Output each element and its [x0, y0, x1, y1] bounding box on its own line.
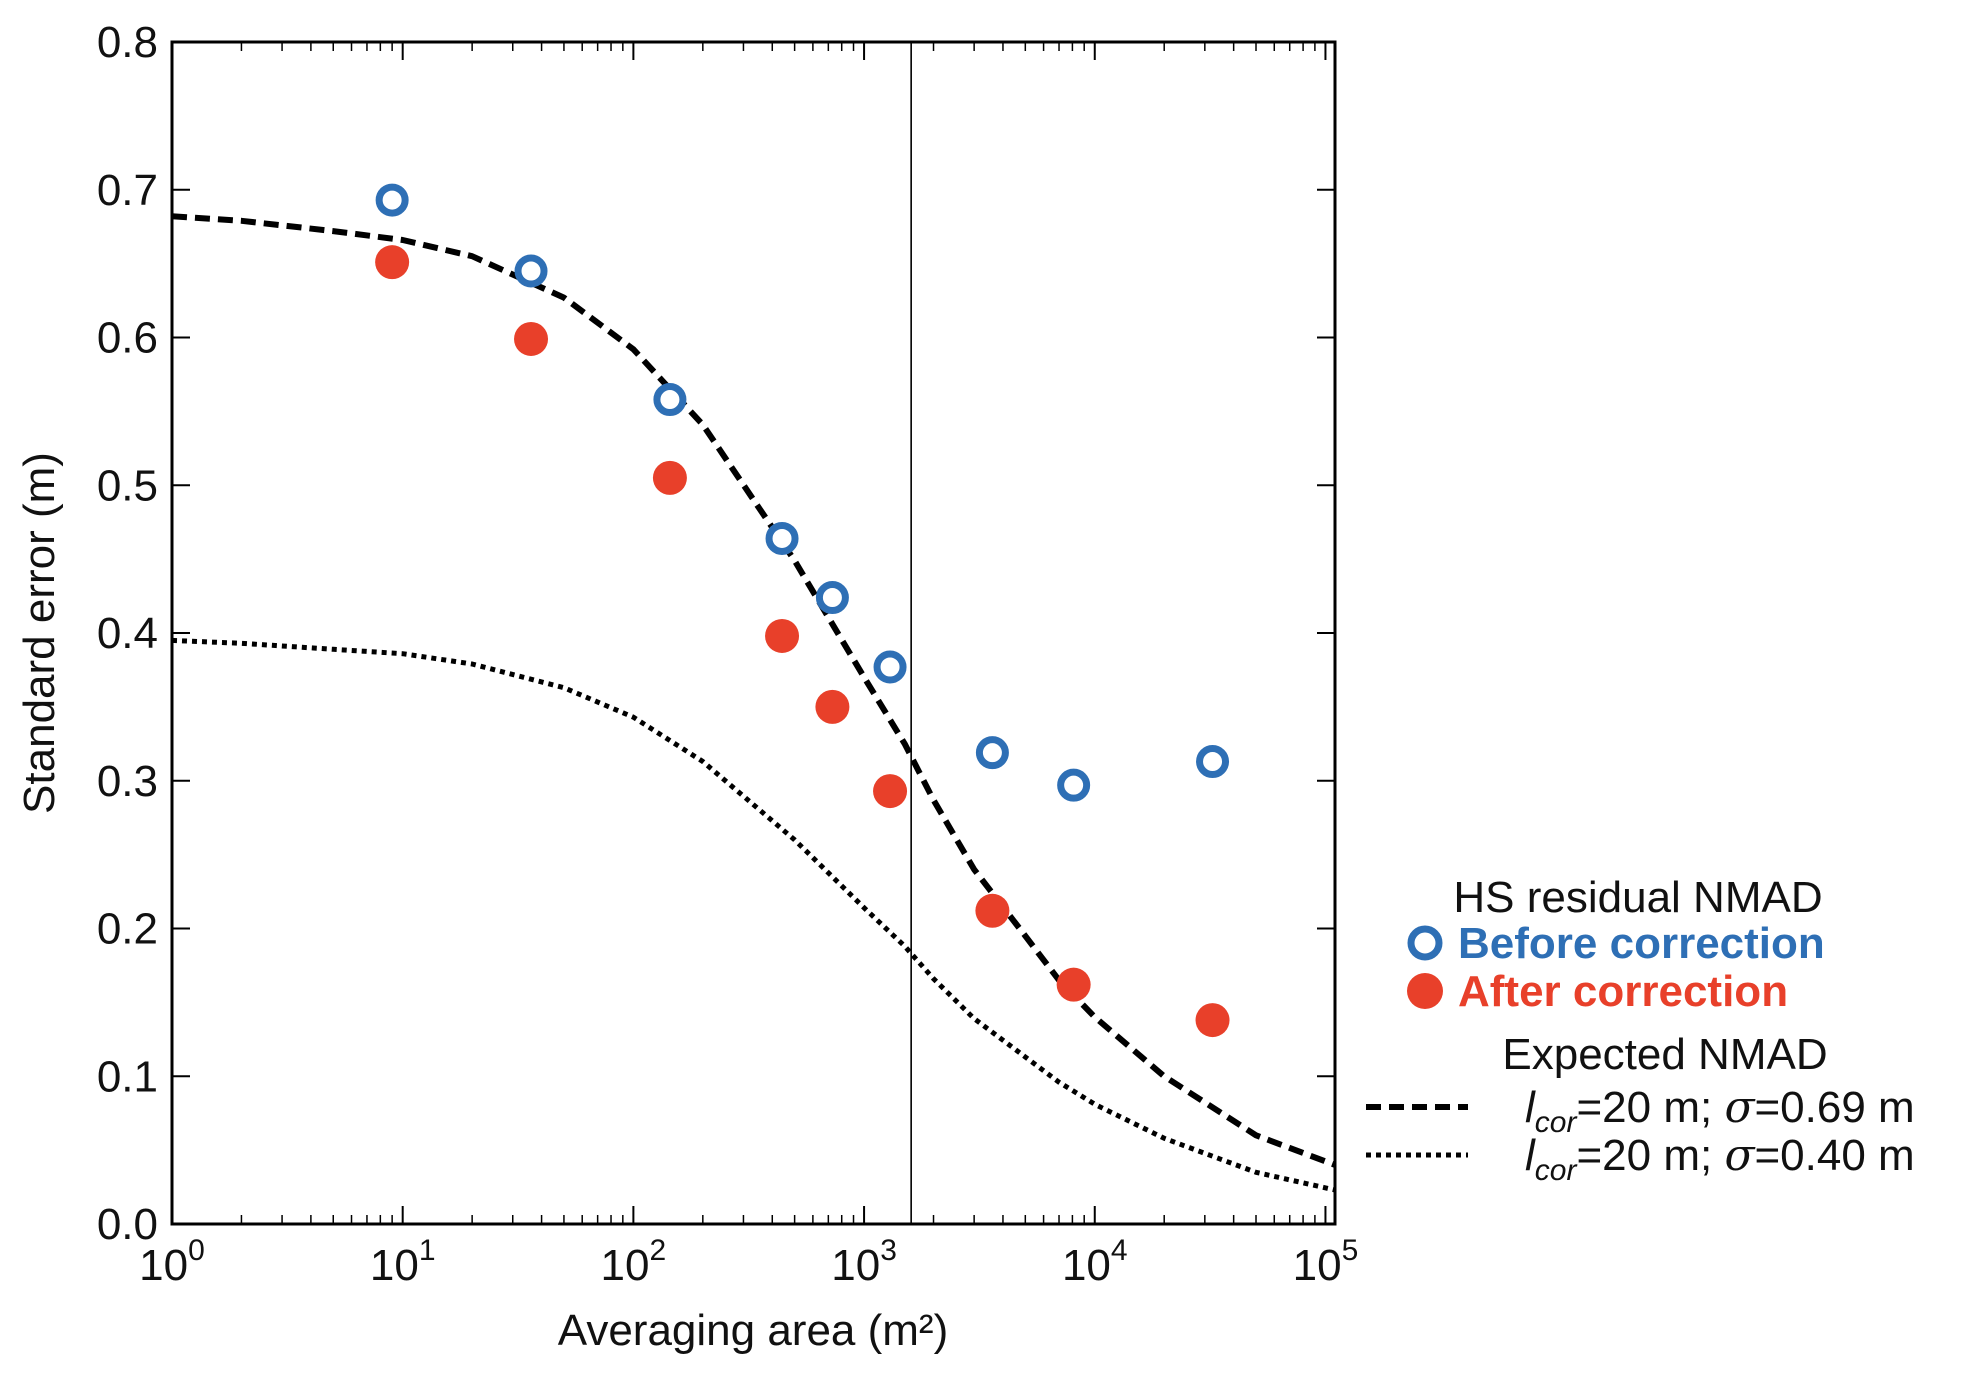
- x-tick-label: 100: [139, 1234, 205, 1290]
- y-tick-label: 0.3: [97, 757, 158, 806]
- x-tick-label: 102: [601, 1234, 667, 1290]
- x-tick-base: 10: [139, 1241, 188, 1290]
- legend-cor-2: cor: [1535, 1154, 1578, 1187]
- x-tick-label: 103: [831, 1234, 897, 1290]
- y-tick-label: 0.7: [97, 166, 158, 215]
- legend-dotted-label: lcor=20 m; σ=0.40 m: [1525, 1130, 1915, 1187]
- y-tick-label: 0.1: [97, 1052, 158, 1101]
- x-tick-exponent: 3: [880, 1234, 897, 1267]
- tick-labels: 100 101 102 103 104 1050.00.10.20.30.40.50.60…: [97, 18, 1358, 1290]
- x-tick-exponent: 1: [419, 1234, 436, 1267]
- legend-before-marker: [1407, 925, 1443, 961]
- x-tick-base: 10: [1062, 1241, 1111, 1290]
- legend-sigma-val-2: =0.40 m: [1754, 1131, 1914, 1180]
- after-correction-point: [765, 618, 800, 653]
- x-tick-base: 10: [1293, 1241, 1342, 1290]
- x-tick-exponent: 4: [1111, 1234, 1128, 1267]
- before-correction-point: [1196, 745, 1230, 779]
- x-tick-label: 101: [370, 1234, 436, 1290]
- legend-title-residual: HS residual NMAD: [1453, 873, 1822, 922]
- legend-sigma-val-1: =0.69 m: [1754, 1083, 1914, 1132]
- before-correction-point: [873, 650, 907, 684]
- legend-l-1: l: [1525, 1083, 1536, 1132]
- x-tick-base: 10: [370, 1241, 419, 1290]
- before-correction-point: [653, 383, 687, 417]
- after-correction-point: [652, 460, 687, 495]
- x-tick-base: 10: [601, 1241, 650, 1290]
- after-correction-point: [375, 245, 410, 280]
- after-correction-point: [975, 893, 1010, 928]
- legend-before-label: Before correction: [1458, 919, 1825, 968]
- x-tick-base: 10: [831, 1241, 880, 1290]
- x-tick-exponent: 5: [1342, 1234, 1359, 1267]
- y-tick-label: 0.8: [97, 18, 158, 67]
- before-correction-point: [815, 581, 849, 615]
- legend: HS residual NMAD Before correction After…: [1366, 873, 1915, 1187]
- legend-eq-1: =20 m;: [1576, 1083, 1724, 1132]
- major-ticks: [171, 41, 1335, 1225]
- plot-frame: [170, 40, 1337, 1226]
- legend-sigma-2: σ: [1724, 1130, 1756, 1181]
- after-correction-point: [1195, 1003, 1230, 1038]
- y-tick-label: 0.2: [97, 905, 158, 954]
- before-correction-point: [765, 521, 799, 555]
- legend-eq-2: =20 m;: [1576, 1131, 1724, 1180]
- y-tick-label: 0.5: [97, 461, 158, 510]
- expected-curve-dotted: [172, 637, 1335, 1193]
- before-correction-point: [975, 736, 1009, 770]
- after-correction-point: [514, 321, 549, 356]
- curves: [172, 213, 1335, 1193]
- after-correction-point: [815, 689, 850, 724]
- expected-curve-dashed: [172, 213, 1335, 1168]
- x-tick-exponent: 2: [650, 1234, 667, 1267]
- after-correction-point: [873, 774, 908, 809]
- x-axis-label: Averaging area (m²): [558, 1306, 948, 1355]
- y-tick-label: 0.0: [97, 1200, 158, 1249]
- y-tick-label: 0.4: [97, 609, 158, 658]
- legend-sigma-1: σ: [1724, 1082, 1756, 1133]
- x-tick-label: 104: [1062, 1234, 1128, 1290]
- y-axis-label: Standard error (m): [15, 452, 64, 814]
- y-tick-label: 0.6: [97, 314, 158, 363]
- legend-cor-1: cor: [1535, 1106, 1578, 1139]
- data-points: [375, 183, 1230, 1038]
- x-tick-exponent: 0: [188, 1234, 205, 1267]
- legend-after-marker: [1407, 973, 1443, 1009]
- before-correction-point: [375, 183, 409, 217]
- before-correction-point: [514, 254, 548, 288]
- legend-l-2: l: [1525, 1131, 1536, 1180]
- after-correction-point: [1056, 967, 1091, 1002]
- legend-after-label: After correction: [1458, 967, 1788, 1016]
- legend-title-expected: Expected NMAD: [1502, 1030, 1827, 1079]
- x-tick-label: 105: [1293, 1234, 1359, 1290]
- before-correction-point: [1057, 768, 1091, 802]
- legend-dashed-label: lcor=20 m; σ=0.69 m: [1525, 1082, 1915, 1139]
